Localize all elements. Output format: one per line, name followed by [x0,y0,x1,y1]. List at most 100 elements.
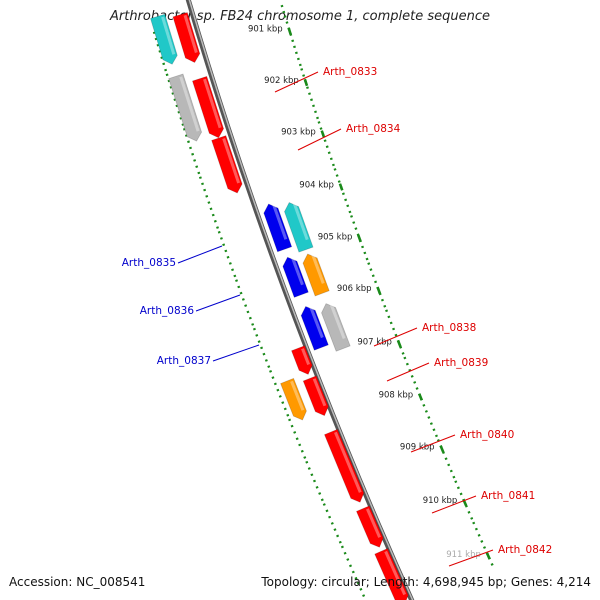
gene-arrow [374,547,409,600]
gene-arrow-highlight [272,203,288,240]
gene-arrow-body [323,428,365,503]
ruler-tick-label: 903 kbp [281,128,316,138]
gene-arrow-highlight [292,202,309,241]
ruler-tick-label: 901 kbp [248,25,283,35]
gene-label-leader [274,71,319,93]
ruler-major-tick [376,286,382,295]
gene-arrow [263,203,293,253]
backbone-line [185,0,415,600]
ruler-major-tick [417,393,424,401]
gene-arrow-highlight [179,76,200,132]
ruler-tick-label: 907 kbp [357,337,392,347]
gene-arrow-highlight [203,78,222,129]
ruler-major-tick [303,78,309,87]
accession-label: Accession: NC_008541 [9,575,146,589]
gene-label-leader [431,495,477,514]
gene-arrow-highlight [183,14,198,54]
gene-arrow [284,202,314,253]
gene-arrow-body [263,203,293,253]
ruler-tick-label: 909 kbp [400,443,435,453]
gene-arrow-highlight [290,380,305,411]
ruler-tick-label: 904 kbp [299,181,334,191]
gene-label: Arth_0838 [422,322,476,334]
gene-arrow-highlight [222,137,241,184]
gene-arrow [149,13,178,65]
gene-arrow-highlight [365,508,381,538]
gene-label-leader [297,128,342,151]
right-ruler [152,31,366,598]
gene-label: Arth_0841 [481,490,535,502]
gene-arrow [168,73,203,142]
ruler-major-tick [439,445,445,453]
gene-arrow-highlight [309,306,324,339]
gene-arrow [211,135,243,194]
ruler-major-tick [396,339,402,348]
gene-label-leader [410,434,456,453]
gene-arrow [323,428,365,503]
gene-label-leader [177,245,223,264]
gene-arrow-body [355,505,384,548]
ruler-tick-label: 908 kbp [379,391,414,401]
ruler-major-tick [485,552,491,560]
gene-arrow-body [300,305,329,351]
gene-label: Arth_0834 [346,123,401,135]
gene-label: Arth_0833 [323,66,377,78]
gene-arrow [291,345,313,375]
gene-label-leader [386,362,430,382]
map-title: Arthrobacter sp. FB24 chromosome 1, comp… [109,9,491,24]
gene-arrow-highlight [329,303,346,340]
ruler-major-tick [338,183,344,191]
gene-arrow [300,305,329,351]
gene-label: Arth_0836 [140,305,195,317]
gene-label: Arth_0837 [157,355,211,367]
gene-label-leader [448,549,494,567]
gene-arrow-body [291,345,313,375]
gene-label-leader [195,294,241,312]
ruler-tick-label: 902 kbp [264,76,299,86]
gene-arrow [282,256,309,298]
gene-arrow-body [282,256,309,298]
backbone-highlight [188,0,414,600]
gene-arrow-body [191,75,225,139]
gene-label-leader [373,327,418,347]
gene-arrow [321,303,351,352]
gene-label: Arth_0842 [498,544,552,556]
gene-arrow-body [172,12,201,64]
ruler-tick-label: 905 kbp [318,232,353,242]
gene-arrow-body [284,202,314,253]
gene-arrow-body [211,135,243,194]
topology-label: Topology: circular; Length: 4,698,945 bp… [261,575,591,589]
gene-arrow [302,253,330,297]
ruler-tick-label: 911 kbp [446,550,481,560]
gene-label: Arth_0835 [122,257,176,269]
gene-arrow-highlight [161,16,176,55]
gene-arrow-highlight [312,378,327,407]
gene-arrow-highlight [384,550,407,596]
gene-arrow [280,377,307,421]
gene-arrow-body [302,253,330,297]
ruler-tick-label: 906 kbp [337,284,372,294]
ruler-tick-label: 910 kbp [423,496,458,506]
gene-arrow-body [168,73,203,142]
left-ruler [280,4,494,566]
gene-arrow [355,505,384,548]
gene-arrow-highlight [334,431,362,493]
ruler-major-tick [357,234,362,243]
gene-arrow-highlight [311,253,325,284]
gene-arrow [191,75,225,139]
gene-arrow-body [321,303,351,352]
gene-label: Arth_0840 [460,429,514,441]
gene-arrow-body [374,547,409,600]
gene-arrow-highlight [291,257,304,286]
ruler-major-tick [320,130,326,138]
gene-arrow [172,12,201,64]
ruler-major-tick [287,27,292,35]
gene-label-leader [212,344,260,362]
gene-arrow-highlight [301,348,311,366]
gene-arrow-body [280,377,307,421]
gene-arrow [302,375,329,417]
gene-arrow-body [149,13,178,65]
gene-arrow-body [302,375,329,417]
